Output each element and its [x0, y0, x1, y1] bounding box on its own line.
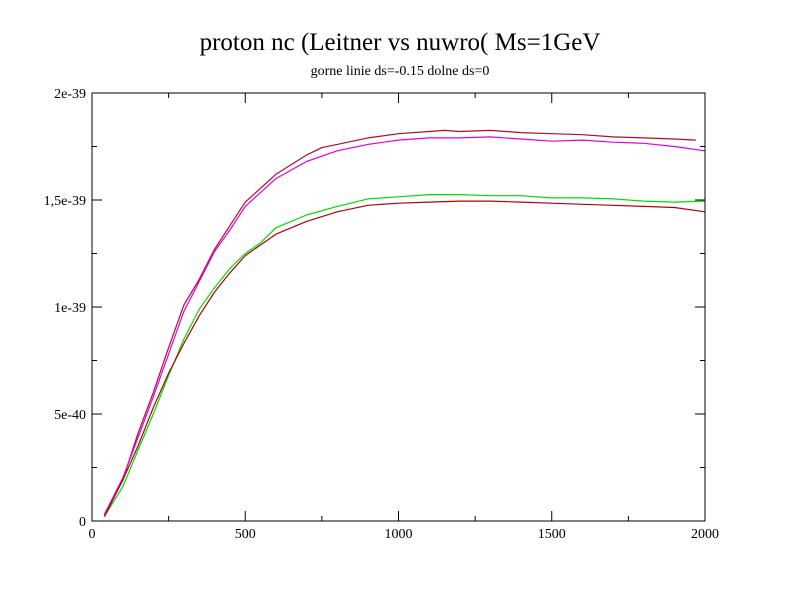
axis-tick-labels: 0 500 1000 1500 2000 0 5e-40 1e-39 1,5e-39 2e-39 [44, 87, 719, 542]
y-tick-label: 1e-39 [54, 301, 86, 316]
y-tick-label: 2e-39 [54, 87, 86, 102]
x-tick-label: 500 [235, 527, 256, 542]
series-line-3 [103, 194, 706, 518]
chart-title: proton nc (Leitner vs nuwro( Ms=1GeV [199, 29, 601, 56]
x-tick-label: 1000 [385, 527, 413, 542]
plot-area-frame [91, 92, 706, 522]
y-tick-label: 1,5e-39 [44, 194, 86, 209]
series-line-2 [103, 136, 706, 515]
y-tick-label: 5e-40 [54, 408, 86, 423]
series-line-1 [103, 129, 696, 515]
x-tick-label: 0 [89, 527, 96, 542]
x-tick-label: 1500 [538, 527, 566, 542]
chart-subtitle: gorne linie ds=-0.15 dolne ds=0 [310, 64, 490, 79]
x-tick-label: 2000 [691, 527, 719, 542]
series-layer [103, 129, 706, 518]
axis-ticks [91, 92, 706, 522]
y-tick-label: 0 [79, 515, 86, 530]
series-line-4 [103, 200, 706, 517]
